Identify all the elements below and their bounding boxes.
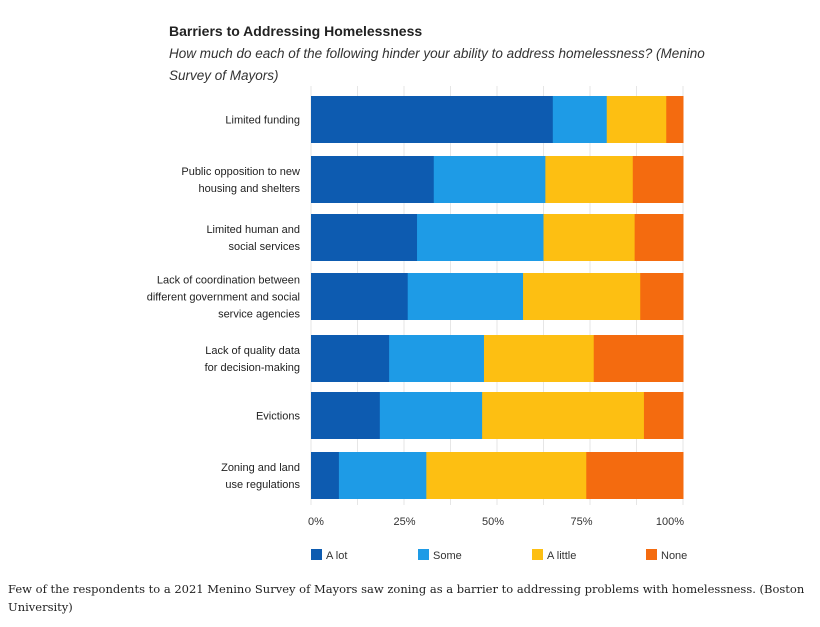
category-label: Limited funding: [225, 115, 300, 127]
bar-segment: [666, 96, 684, 143]
category-label: Public opposition to new: [181, 166, 300, 178]
chart-title: Barriers to Addressing Homelessness: [169, 23, 423, 39]
legend-swatch: [418, 549, 429, 560]
bar-segment: [483, 335, 595, 382]
category-label: Evictions: [256, 411, 301, 423]
bar-segment: [643, 392, 684, 439]
legend-label: A lot: [326, 550, 347, 562]
legend-label: None: [661, 550, 687, 562]
legend-swatch: [646, 549, 657, 560]
bar-segment: [417, 214, 544, 261]
x-tick-label: 75%: [570, 516, 592, 528]
bar-segment: [543, 214, 636, 261]
legend-label: Some: [433, 550, 462, 562]
bar-segment: [433, 156, 546, 203]
category-label: Limited human and: [206, 224, 300, 236]
bar-segment: [482, 392, 645, 439]
category-label: use regulations: [225, 479, 300, 491]
bar-segment: [311, 156, 435, 203]
category-label: social services: [228, 241, 300, 253]
x-tick-label: 25%: [393, 516, 415, 528]
bar-segment: [311, 214, 418, 261]
category-label: service agencies: [218, 309, 300, 321]
bar-segment: [426, 452, 587, 499]
bar-segment: [586, 452, 684, 499]
x-tick-label: 50%: [482, 516, 504, 528]
bar-segment: [545, 156, 634, 203]
bar-segment: [338, 452, 427, 499]
bar-segment: [593, 335, 684, 382]
category-label: housing and shelters: [198, 183, 300, 195]
category-label: Lack of quality data: [205, 345, 301, 357]
bar-segment: [634, 214, 684, 261]
bar-segment: [311, 452, 340, 499]
legend-swatch: [532, 549, 543, 560]
figure-caption: Few of the respondents to a 2021 Menino …: [8, 582, 805, 614]
bar-segment: [632, 156, 684, 203]
bar-segment: [311, 392, 381, 439]
legend-swatch: [311, 549, 322, 560]
bar-segment: [311, 335, 390, 382]
bar-segment: [606, 96, 667, 143]
bar-segment: [640, 273, 684, 320]
category-label: for decision-making: [205, 362, 300, 374]
bar-segment: [552, 96, 608, 143]
bar-segment: [379, 392, 483, 439]
bar-segment: [523, 273, 641, 320]
category-label: Zoning and land: [221, 462, 300, 474]
stacked-bar-chart: Limited funding Public opposition to new h…: [147, 86, 687, 562]
category-label: different government and social: [147, 292, 300, 304]
category-label: Lack of coordination between: [157, 275, 300, 287]
legend-label: A little: [547, 550, 576, 562]
bar-segment: [311, 273, 409, 320]
x-tick-label: 0%: [308, 516, 324, 528]
x-tick-label: 100%: [656, 516, 684, 528]
bar-segment: [311, 96, 554, 143]
bar-segment: [389, 335, 485, 382]
chart-subtitle: How much do each of the following hinder…: [169, 46, 705, 83]
bar-segment: [407, 273, 524, 320]
